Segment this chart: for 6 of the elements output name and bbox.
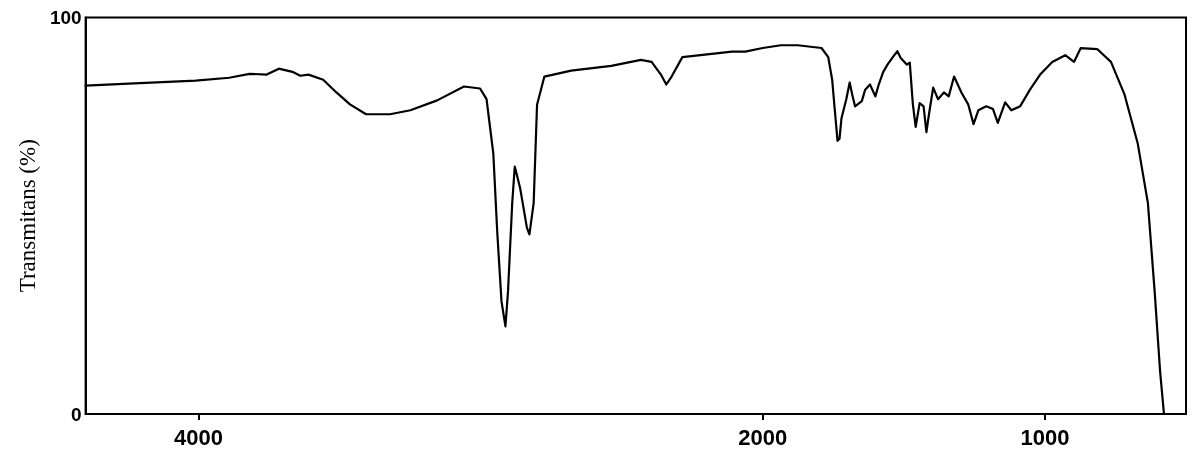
x-tick-label: 2000	[738, 424, 788, 450]
y-axis-title: Transmitans (%)	[15, 139, 40, 293]
y-tick-label: 100	[49, 7, 82, 28]
x-tick-label: 1000	[1020, 424, 1070, 450]
y-tick-label: 0	[71, 403, 82, 425]
x-tick-label: 4000	[173, 424, 223, 450]
